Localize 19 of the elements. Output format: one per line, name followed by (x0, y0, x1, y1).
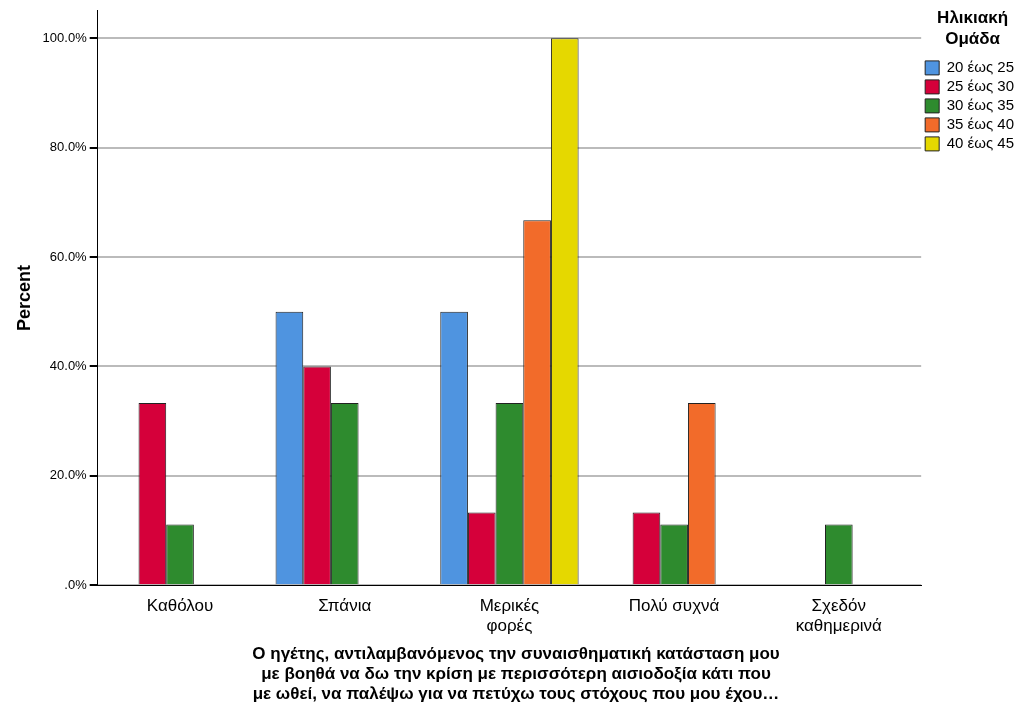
y-tick-label: 80.0% (49, 139, 88, 155)
x-tick-label: Πολύ συχνά (628, 596, 720, 616)
legend-title: Ηλικιακή Ομάδα (937, 8, 1009, 48)
legend-label: 40 έως 45 (946, 134, 1015, 152)
legend-label: 20 έως 25 (946, 58, 1015, 76)
x-tick-label: Καθόλου (146, 596, 214, 616)
x-tick-label: Σπάνια (318, 596, 372, 616)
y-tick-label: 100.0% (42, 29, 88, 45)
y-tick-label: 40.0% (49, 357, 88, 373)
y-tick-label: 20.0% (49, 467, 88, 483)
x-tick-label: Μερικές φορές (479, 596, 540, 636)
legend-label: 35 έως 40 (946, 115, 1015, 133)
y-tick-label: .0% (64, 576, 88, 592)
y-axis-title: Percent (13, 264, 34, 332)
y-tick-label: 60.0% (49, 248, 88, 264)
legend-label: 30 έως 35 (946, 96, 1015, 114)
x-tick-label: Σχεδόν καθημερινά (795, 596, 883, 636)
x-axis-title: Ο ηγέτης, αντιλαμβανόμενος την συναισθηματική κατάσταση μου με βοηθά να δω την κρίση με περισσότερη αισιοδοξία κάτι που με ωθεί, να παλέψω για να πετύχω τους στόχους που μου έχου… (251, 644, 781, 704)
legend-label: 25 έως 30 (946, 77, 1015, 95)
